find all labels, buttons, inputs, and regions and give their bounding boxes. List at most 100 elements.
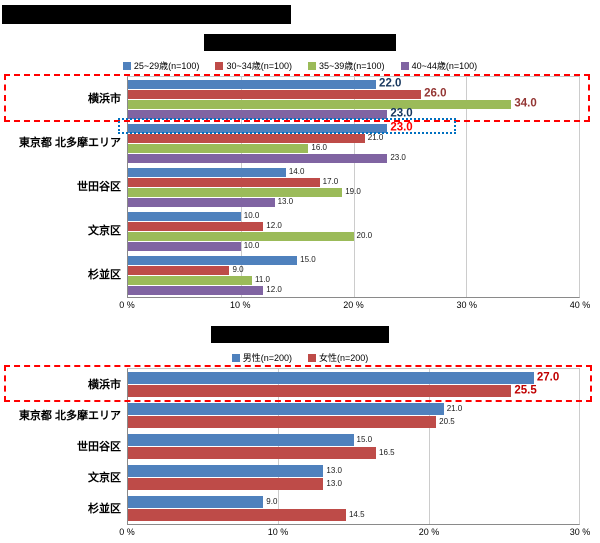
bar	[128, 231, 354, 241]
gridline	[466, 77, 468, 297]
axis-tick-label: 0 %	[119, 527, 135, 537]
value-label: 15.0	[300, 255, 316, 264]
bar	[128, 187, 343, 197]
main-title-bar	[2, 5, 291, 24]
bar-slot: 22.0	[128, 77, 579, 90]
value-label: 23.0	[390, 107, 413, 120]
bar-slot: 20.0	[128, 231, 579, 241]
legend-item: 男性(n=200)	[231, 351, 292, 364]
gridline	[579, 369, 580, 524]
bar-slot: 9.0	[128, 265, 579, 275]
axis-tick-label: 0 %	[119, 300, 135, 310]
value-label: 23.0	[390, 153, 406, 162]
value-label: 9.0	[266, 497, 278, 506]
bar	[128, 89, 422, 99]
bar	[128, 285, 264, 295]
legend-label: 30~34歳(n=100)	[226, 61, 292, 71]
legend-item: 女性(n=200)	[308, 351, 368, 364]
bar	[128, 99, 512, 109]
axis-tick-label: 30 %	[456, 300, 478, 310]
gender-chart-legend: 男性(n=200) 女性(n=200)	[0, 351, 600, 364]
value-label: 22.0	[379, 77, 402, 90]
bar-slot: 12.0	[128, 221, 579, 231]
legend-item: 25~29歳(n=100)	[122, 59, 200, 72]
bar-slot: 14.5	[128, 509, 579, 521]
value-label: 13.0	[326, 479, 342, 488]
category-label: 横浜市	[88, 93, 121, 105]
axis-tick-label: 30 %	[569, 527, 591, 537]
bar-group: 21.0 20.5	[128, 400, 579, 431]
value-label: 19.0	[345, 187, 361, 196]
value-label: 11.0	[255, 275, 270, 284]
bar-slot: 13.0	[128, 478, 579, 490]
value-label: 12.0	[266, 221, 282, 230]
bar	[128, 167, 286, 177]
value-label: 12.0	[266, 285, 282, 294]
value-label: 9.0	[232, 265, 244, 274]
bar-group: 23.0 21.0 16.0 23.0	[128, 121, 579, 165]
category-label: 横浜市	[88, 378, 121, 391]
category-label: 杉並区	[88, 502, 121, 515]
bar-slot: 17.0	[128, 177, 579, 187]
bar-slot: 15.0	[128, 255, 579, 265]
legend-item: 35~39歳(n=100)	[308, 59, 385, 72]
gender-chart-plot-area: 27.0 25.5 21.0 20.5 15.0 16.5 13.0 13.0 9.0 14.5	[127, 368, 580, 525]
bar-group: 13.0 13.0	[128, 462, 579, 493]
bar	[128, 79, 377, 89]
gridline	[428, 369, 430, 524]
age-chart-title-bar	[204, 34, 396, 51]
value-label: 25.5	[514, 384, 537, 397]
legend-swatch	[122, 61, 131, 70]
bar-slot: 26.0	[128, 87, 579, 100]
bar-group: 15.0 16.5	[128, 431, 579, 462]
bar-group: 27.0 25.5	[128, 369, 579, 400]
gridline	[278, 369, 280, 524]
value-label: 14.5	[348, 510, 365, 519]
bar	[128, 275, 253, 285]
age-chart-plot-area: 22.0 26.0 34.0 23.0 23.0 21.0 16.0 23.0 14.0 17.0…	[127, 76, 580, 298]
legend-swatch	[231, 353, 240, 362]
bar-slot: 16.5	[128, 447, 579, 459]
bar-group: 9.0 14.5	[128, 493, 579, 524]
legend-label: 25~29歳(n=100)	[133, 61, 200, 71]
bar	[128, 133, 365, 143]
bar-slot: 34.0	[128, 97, 579, 110]
value-label: 16.5	[379, 448, 395, 457]
axis-tick-label: 10 %	[229, 300, 251, 310]
bar-slot: 13.0	[128, 197, 579, 207]
bar	[128, 509, 346, 521]
bar-slot: 21.0	[128, 133, 579, 143]
age-chart-x-axis: 0 % 10 % 20 % 30 % 40 %	[119, 298, 590, 311]
bar-slot: 16.0	[128, 143, 579, 153]
bar	[128, 255, 298, 265]
bar-slot: 10.0	[128, 211, 579, 221]
age-chart-plot-wrap: 横浜市 東京都 北多摩エリア 世田谷区 文京区 杉並区 22.0 26.0 34.0 23.0…	[0, 76, 600, 311]
legend-item: 40~44歳(n=100)	[400, 59, 477, 72]
bar	[128, 496, 264, 508]
bar-slot: 23.0	[128, 121, 579, 134]
value-label: 21.0	[446, 404, 463, 413]
bar	[128, 221, 264, 231]
bar-slot: 12.0	[128, 285, 579, 295]
bar	[128, 416, 437, 428]
value-label: 10.0	[243, 241, 260, 250]
bar-group: 15.0 9.0 11.0 12.0	[128, 253, 579, 297]
category-label: 東京都 北多摩エリア	[18, 137, 121, 149]
bar	[128, 434, 354, 446]
value-label: 23.0	[390, 121, 413, 134]
bar-group: 14.0 17.0 19.0 13.0	[128, 165, 579, 209]
legend-item: 30~34歳(n=100)	[215, 59, 292, 72]
bar	[128, 385, 512, 397]
value-label: 34.0	[514, 97, 537, 110]
category-label: 文京区	[88, 471, 121, 484]
bar	[128, 372, 534, 384]
legend-swatch	[215, 61, 224, 70]
age-group-chart: 25~29歳(n=100) 30~34歳(n=100) 35~39歳(n=100) 4…	[0, 34, 600, 311]
bar-slot: 13.0	[128, 465, 579, 477]
bar-slot: 23.0	[128, 153, 579, 163]
bar-slot: 14.0	[128, 167, 579, 177]
bar-slot: 9.0	[128, 496, 579, 508]
value-label: 26.0	[424, 87, 447, 100]
category-label: 文京区	[88, 225, 121, 237]
value-label: 15.0	[356, 435, 373, 444]
